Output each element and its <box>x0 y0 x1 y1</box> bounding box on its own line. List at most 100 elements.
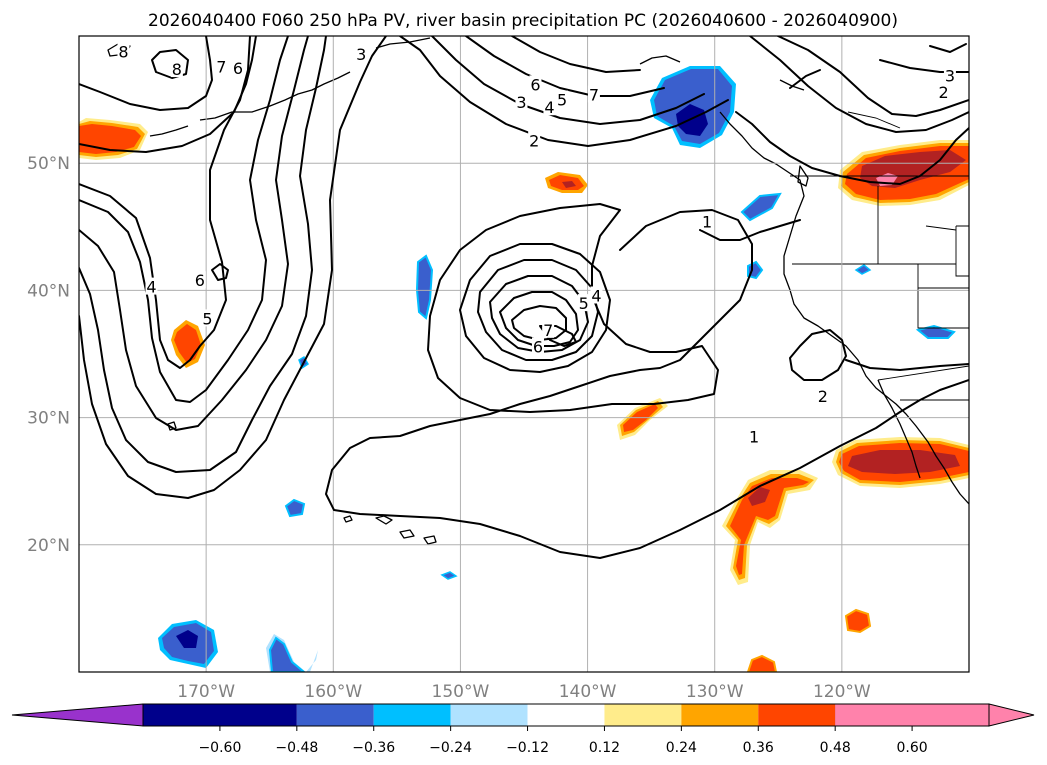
contour-label-bg-11 <box>943 66 956 84</box>
precip-area-nw-small <box>740 192 782 222</box>
colorbar-tick-label-8: 0.48 <box>820 740 851 756</box>
contour-label-bg-21 <box>816 386 829 404</box>
pv-contour-2-se <box>789 329 847 381</box>
pv-contour-east-1 <box>735 111 969 185</box>
contour-label-6: 5 <box>557 91 567 110</box>
contour-label-bg-7 <box>587 85 600 103</box>
contour-label-16: 5 <box>202 309 212 328</box>
colorbar-tick-label-3: −0.24 <box>429 740 472 756</box>
lon-tick-label-1: 160°W <box>304 682 362 702</box>
pv-contour-center-5 <box>489 275 589 353</box>
precip-area-south-aleutians <box>545 172 588 193</box>
colorbar-tick-label-9: 0.60 <box>897 740 928 756</box>
precip-area-northeast-pacific-inland <box>838 140 969 206</box>
pv-contour-aleutian-4 <box>511 36 641 73</box>
pv-contour-center-6 <box>499 291 579 347</box>
contour-label-20: 6 <box>533 337 543 356</box>
pv-contour-1-loop <box>699 219 801 241</box>
pv-contour-8-a <box>151 49 189 79</box>
contour-label-bg-16 <box>201 309 214 327</box>
political-borders <box>790 111 969 401</box>
pv-contour-east-4 <box>749 36 969 133</box>
latitude-tick-labels: 50°N 40°N 30°N 20°N <box>27 154 70 556</box>
precip-positive-anomalies <box>79 118 969 672</box>
contour-label-15: 6 <box>195 271 205 290</box>
pv-contour-east-2 <box>777 36 969 117</box>
colorbar-segment-5 <box>527 704 605 726</box>
contour-label-4: 3 <box>356 45 366 64</box>
contour-label-14: 4 <box>146 278 156 297</box>
contour-label-bg-20 <box>531 337 544 355</box>
contour-label-bg-5 <box>529 75 542 93</box>
pv-contour-outer-west <box>79 36 387 499</box>
colorbar-segment-last <box>835 704 989 726</box>
contour-label-bg-19 <box>542 320 555 338</box>
lon-tick-label-3: 140°W <box>559 682 617 702</box>
colorbar-tick-label-7: 0.36 <box>743 740 774 756</box>
contour-label-bg-15 <box>193 271 206 289</box>
pv-contour-east-5 <box>929 43 967 53</box>
colorbar-segment-3 <box>373 704 451 726</box>
contour-label-bg-14 <box>145 277 158 295</box>
contour-label-bg-2 <box>215 57 228 75</box>
lat-tick-label-3: 20°N <box>27 536 70 556</box>
precip-area-se-small <box>915 324 956 339</box>
precip-area-tiny-2 <box>440 571 458 580</box>
pv-contour-center-4 <box>477 259 599 361</box>
pv-contour-6-small <box>211 263 229 281</box>
lat-tick-label-0: 50°N <box>27 154 70 174</box>
contour-label-bg-17 <box>577 294 590 312</box>
contour-label-bg-1 <box>170 60 183 78</box>
precip-area-south-small-2 <box>746 654 778 672</box>
contour-label-8: 4 <box>544 98 554 117</box>
contour-label-2: 7 <box>216 58 226 77</box>
colorbar-segment-4 <box>450 704 528 726</box>
colorbar-tick-label-4: −0.12 <box>506 740 549 756</box>
contour-label-5: 6 <box>530 75 540 94</box>
precip-area-south-blue-2 <box>266 634 318 672</box>
contour-label-bg-0 <box>117 42 130 60</box>
contour-label-7: 7 <box>589 86 599 105</box>
lon-tick-label-2: 150°W <box>432 682 490 702</box>
pv-contour-nw-4 <box>79 36 309 431</box>
map-frame <box>78 35 970 673</box>
precip-area-baja <box>832 437 969 488</box>
contour-label-22: 1 <box>749 428 759 447</box>
colorbar-tick-label-1: −0.48 <box>275 740 318 756</box>
contour-label-bg-6 <box>556 90 569 108</box>
pv-contour-aleutian-2 <box>431 36 705 125</box>
colorbar-outline <box>142 703 990 727</box>
contour-label-bg-9 <box>515 93 528 111</box>
colorbar-tick-label-5: 0.12 <box>589 740 620 756</box>
contour-label-18: 4 <box>591 286 601 305</box>
precip-area-southwest <box>158 620 218 668</box>
colorbar-segment-8 <box>758 704 836 726</box>
contour-label-21: 2 <box>818 387 828 406</box>
pv-contour-aleutian-3 <box>465 36 665 97</box>
contour-label-3: 6 <box>233 59 243 78</box>
pv-contour-nw-3 <box>79 36 289 403</box>
contour-label-13: 1 <box>702 213 712 232</box>
contour-label-11: 3 <box>945 66 955 85</box>
colorbar-segment-6 <box>604 704 682 726</box>
colorbar-segment-7 <box>681 704 759 726</box>
precip-area-north-hawaii <box>415 254 434 320</box>
pv-contours <box>79 36 969 559</box>
lon-tick-label-4: 130°W <box>686 682 744 702</box>
colorbar-segment-2 <box>296 704 374 726</box>
pv-contour-outer-nw <box>79 36 213 111</box>
pv-contour-2-se-ext <box>845 359 969 371</box>
contour-label-bg-10 <box>528 131 541 149</box>
contour-label-12: 2 <box>938 83 948 102</box>
contour-label-bg-13 <box>701 212 714 230</box>
pv-contour-1-big <box>325 209 969 559</box>
precip-area-tiny-3 <box>854 264 872 275</box>
lat-tick-label-2: 30°N <box>27 409 70 429</box>
chart-title: 2026040400 F060 250 hPa PV, river basin … <box>148 11 898 31</box>
colorbar: −0.60 −0.48 −0.36 −0.24 −0.12 0.12 0.24 0.36 0.4… <box>11 703 1035 756</box>
contour-label-bg-22 <box>748 427 761 445</box>
pv-contour-aleutian-inner <box>399 36 729 147</box>
pv-contour-east-3 <box>789 69 821 89</box>
pv-contour-nw-5 <box>79 36 327 473</box>
